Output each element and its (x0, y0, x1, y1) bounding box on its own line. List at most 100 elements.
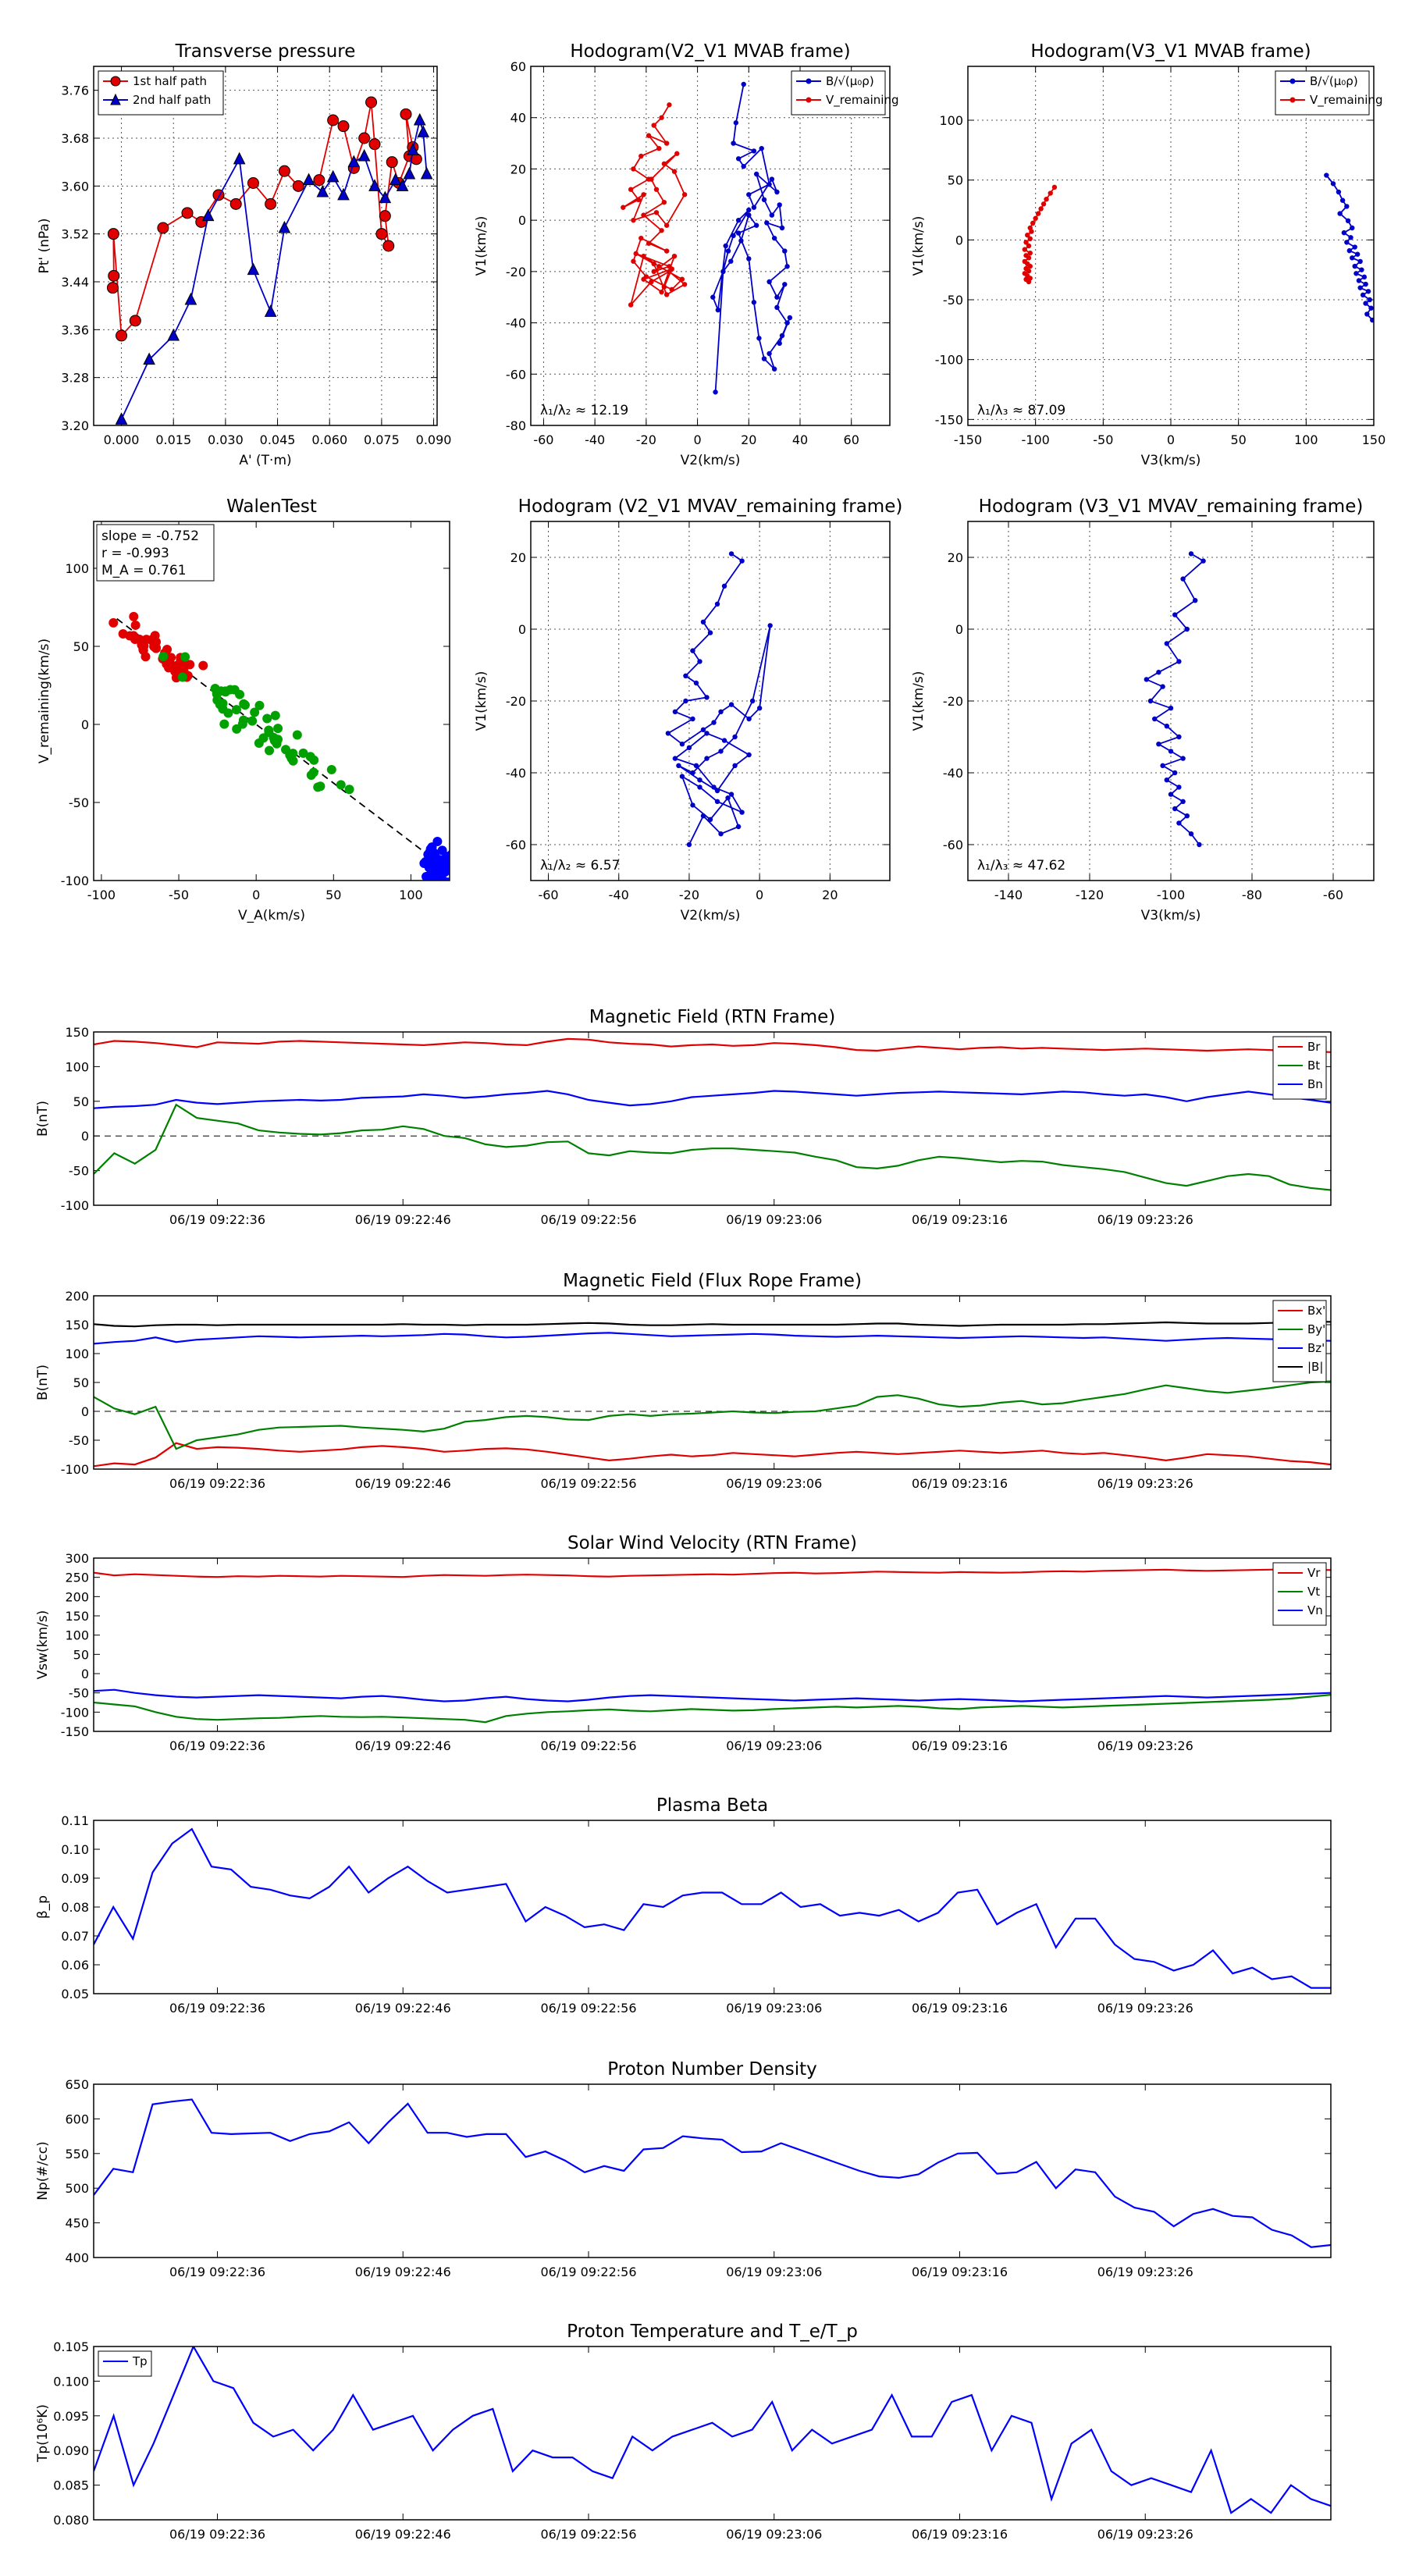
y-tick-label: 0.090 (53, 2443, 89, 2458)
y-tick-label: 0.05 (61, 1987, 89, 2001)
data-point (413, 112, 426, 126)
data-point (379, 190, 392, 204)
y-tick-label: 100 (939, 113, 963, 128)
data-point (683, 698, 688, 704)
data-point (711, 785, 717, 790)
data-point (777, 340, 782, 347)
data-point (751, 148, 757, 154)
x-tick-label: -120 (1076, 888, 1104, 902)
y-tick-label: 0.085 (53, 2478, 89, 2493)
series-line-|B| (94, 1321, 1331, 1328)
y-tick-label: -50 (69, 795, 89, 810)
data-point (375, 228, 388, 240)
legend-label: Vn (1307, 1603, 1323, 1617)
stats-line: r = -0.993 (101, 546, 169, 561)
data-point (672, 756, 678, 761)
data-point (1188, 831, 1194, 837)
x-axis-label: V_A(km/s) (238, 908, 305, 923)
data-point (265, 197, 277, 210)
y-tick-label: 0.07 (61, 1929, 89, 1944)
data-point (725, 248, 731, 254)
y-tick-label: 50 (73, 639, 89, 654)
data-point (108, 617, 119, 628)
data-point (1044, 197, 1049, 202)
y-tick-label: 500 (65, 2181, 89, 2196)
data-point (731, 141, 736, 146)
data-point (738, 238, 744, 244)
axes-frame (530, 521, 891, 881)
y-tick-label: 0 (518, 213, 526, 228)
annotation: λ₁/λ₂ ≈ 12.19 (540, 403, 628, 418)
data-point (313, 174, 325, 187)
y-tick-label: 0 (955, 622, 963, 637)
data-point (407, 143, 419, 155)
data-point (1180, 576, 1186, 582)
data-point (671, 253, 678, 259)
data-point (1361, 274, 1368, 280)
data-point (326, 169, 340, 183)
plot-area (621, 81, 793, 395)
data-point (681, 192, 688, 197)
data-point (641, 192, 646, 197)
data-point (118, 628, 128, 639)
data-point (714, 601, 720, 607)
data-point (728, 258, 734, 264)
data-point (305, 752, 315, 762)
data-point (1160, 684, 1165, 689)
y-tick-label: 3.28 (61, 371, 89, 386)
x-tick-label: 06/19 09:23:06 (726, 1738, 822, 1753)
data-point (784, 264, 790, 269)
legend-box (98, 2350, 152, 2377)
axes-frame (530, 66, 891, 426)
data-point (733, 120, 739, 126)
y-axis-label: β_p (35, 1895, 51, 1919)
y-tick-label: 0 (81, 1404, 89, 1419)
data-point (167, 328, 180, 341)
y-tick-label: 0.10 (61, 1842, 89, 1857)
series-line-Np (94, 2098, 1331, 2248)
data-point (653, 187, 660, 192)
data-point (739, 809, 745, 815)
data-point (368, 138, 381, 151)
data-point (1026, 279, 1032, 285)
data-point (663, 292, 670, 297)
data-point (746, 256, 752, 262)
y-tick-label: 100 (65, 561, 89, 576)
y-tick-label: 0 (81, 717, 89, 732)
x-tick-label: 06/19 09:22:56 (540, 2265, 636, 2279)
data-point (718, 709, 724, 714)
y-tick-label: -100 (61, 1705, 89, 1720)
data-point (649, 176, 654, 182)
y-tick-label: -100 (61, 1462, 89, 1477)
data-point (403, 166, 416, 180)
y-tick-label: 100 (65, 1628, 89, 1643)
axes-frame (93, 1820, 1332, 1994)
data-point (782, 282, 788, 287)
y-tick-label: 40 (510, 111, 526, 126)
data-point (1035, 211, 1041, 216)
data-point (1348, 235, 1353, 240)
data-point (771, 235, 777, 241)
x-tick-label: 06/19 09:22:46 (355, 1476, 451, 1491)
data-point (633, 251, 638, 257)
data-point (661, 284, 667, 290)
data-point (1324, 173, 1329, 178)
data-point (389, 173, 402, 186)
x-tick-label: 06/19 09:23:06 (726, 2527, 822, 2542)
data-point (641, 253, 646, 259)
data-point (264, 725, 274, 735)
x-tick-label: 0.060 (311, 432, 347, 447)
data-point (628, 302, 634, 308)
series-line-V (1144, 553, 1205, 845)
axes-frame (93, 66, 438, 426)
x-tick-label: 06/19 09:22:46 (355, 2001, 451, 2016)
y-tick-label: 250 (65, 1571, 89, 1585)
data-point (686, 745, 692, 750)
plot-area (1022, 173, 1374, 323)
data-point (130, 620, 140, 630)
data-point (671, 169, 678, 174)
y-tick-label: 200 (65, 1589, 89, 1604)
data-point (1176, 659, 1182, 664)
data-point (424, 873, 434, 881)
x-tick-label: 06/19 09:22:56 (540, 1738, 636, 1753)
